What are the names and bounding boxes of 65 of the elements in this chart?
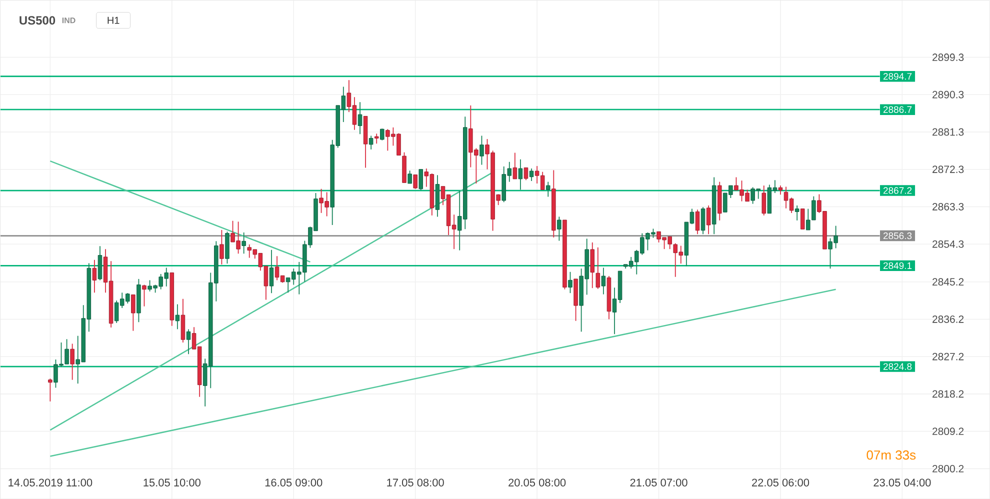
annotation: H1 (108, 16, 120, 24)
x-tick-label: 22.05 06:00 (752, 478, 810, 486)
text: US500 (20, 16, 56, 24)
candlestick (186, 328, 191, 354)
candlestick (242, 232, 246, 254)
candlestick (529, 168, 534, 182)
candlestick (374, 133, 379, 144)
candlestick (131, 294, 136, 332)
y-tick-label: 2899.3 (932, 53, 964, 61)
candlestick (48, 378, 52, 402)
y-tick-label: 2800.2 (932, 464, 964, 472)
ref-line-label: 2886.7 (883, 106, 912, 113)
candlestick (596, 246, 600, 290)
candlestick (70, 343, 74, 380)
y-tick-label: 2881.3 (932, 128, 964, 136)
candlestick (568, 271, 572, 294)
candlestick (794, 204, 800, 221)
ref-line-label: 2824.8 (883, 363, 912, 370)
candlestick (480, 135, 484, 166)
y-tick-label: 2836.2 (932, 315, 964, 323)
y-tick-label: 2854.3 (932, 240, 964, 248)
ref-line-label: 2856.3 (883, 232, 912, 239)
candlestick (358, 101, 362, 134)
x-tick-label: 17.05 08:00 (387, 478, 444, 486)
candlestick (557, 216, 562, 242)
candlestick (800, 208, 805, 230)
candlestick (706, 204, 711, 234)
candlestick (695, 208, 700, 234)
candlestick (220, 229, 224, 265)
annotation: 07m 33s (866, 450, 916, 460)
ref-line-label: 2849.1 (883, 262, 912, 269)
candlestick (590, 242, 595, 288)
candlestick (700, 206, 706, 234)
candlestick (368, 135, 374, 150)
candlestick (269, 249, 274, 294)
y-tick-label: 2809.2 (932, 427, 964, 435)
x-tick-label: 15.05 10:00 (144, 478, 200, 486)
candlestick (512, 152, 518, 180)
candlestick (518, 158, 523, 190)
y-tick-label: 2863.3 (932, 202, 964, 210)
candlestick (92, 259, 97, 293)
x-tick-label: 16.05 09:00 (265, 478, 322, 486)
candlestick (524, 167, 528, 180)
candlestick (380, 128, 384, 141)
candlestick (778, 184, 783, 195)
y-tick-label: 2890.3 (932, 90, 964, 98)
candlestick (98, 246, 102, 280)
candlestick (546, 181, 550, 198)
x-tick-label: 21.05 07:00 (630, 478, 688, 486)
x-tick-label: 20.05 08:00 (508, 478, 566, 486)
candlestick (418, 168, 423, 190)
candlestick (413, 174, 418, 190)
candlestick (175, 304, 180, 330)
x-tick-label: 14.05.2019 11:00 (8, 478, 92, 486)
candlestick (142, 284, 146, 307)
y-tick-label: 2818.2 (932, 390, 964, 398)
candlestick (762, 184, 766, 216)
ref-line-label: 2894.7 (883, 72, 912, 80)
y-tick-label: 2827.2 (932, 352, 964, 360)
x-tick-label: 23.05 04:00 (874, 478, 931, 486)
y-tick-label: 2845.2 (932, 278, 964, 286)
candlestick (601, 267, 606, 295)
candlestick (408, 170, 412, 184)
y-tick-label: 2872.3 (932, 165, 964, 173)
ref-line-label: 2867.2 (883, 186, 912, 194)
